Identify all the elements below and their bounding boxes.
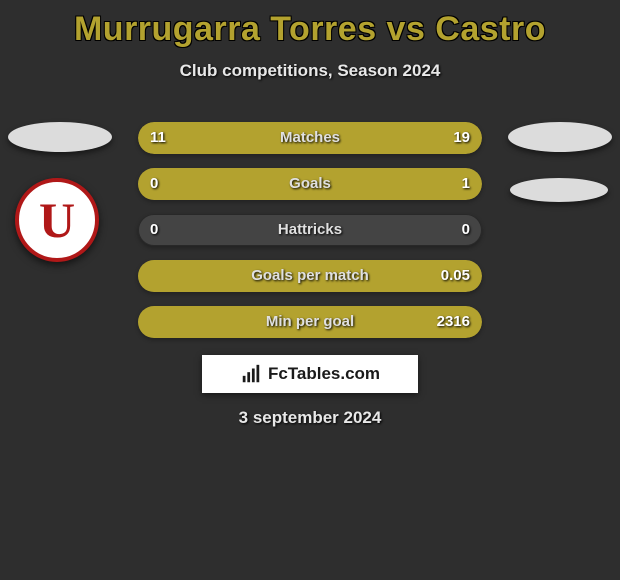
stat-label: Hattricks	[138, 214, 482, 246]
player-avatar-left	[8, 122, 112, 152]
stat-row: Goals per match0.05	[138, 260, 482, 292]
club-badge-left: U	[15, 178, 99, 262]
watermark: FcTables.com	[202, 355, 418, 393]
stat-row: 0Goals1	[138, 168, 482, 200]
stat-value-right: 1	[462, 168, 470, 200]
stat-label: Matches	[138, 122, 482, 154]
watermark-text: FcTables.com	[268, 364, 380, 384]
player-avatar-right	[508, 122, 612, 152]
comparison-subtitle: Club competitions, Season 2024	[0, 61, 620, 81]
club-badge-letter: U	[39, 195, 75, 245]
stat-value-right: 0	[462, 214, 470, 246]
stat-label: Min per goal	[138, 306, 482, 338]
comparison-rows: 11Matches190Goals10Hattricks0Goals per m…	[138, 122, 482, 352]
stat-row: 11Matches19	[138, 122, 482, 154]
club-avatar-right	[510, 178, 608, 202]
stat-value-right: 19	[453, 122, 470, 154]
chart-icon	[240, 363, 262, 385]
stat-row: Min per goal2316	[138, 306, 482, 338]
comparison-title: Murrugarra Torres vs Castro	[0, 0, 620, 49]
stat-label: Goals per match	[138, 260, 482, 292]
generated-date: 3 september 2024	[0, 408, 620, 428]
stat-value-right: 0.05	[441, 260, 470, 292]
stat-value-right: 2316	[437, 306, 470, 338]
stat-label: Goals	[138, 168, 482, 200]
stat-row: 0Hattricks0	[138, 214, 482, 246]
